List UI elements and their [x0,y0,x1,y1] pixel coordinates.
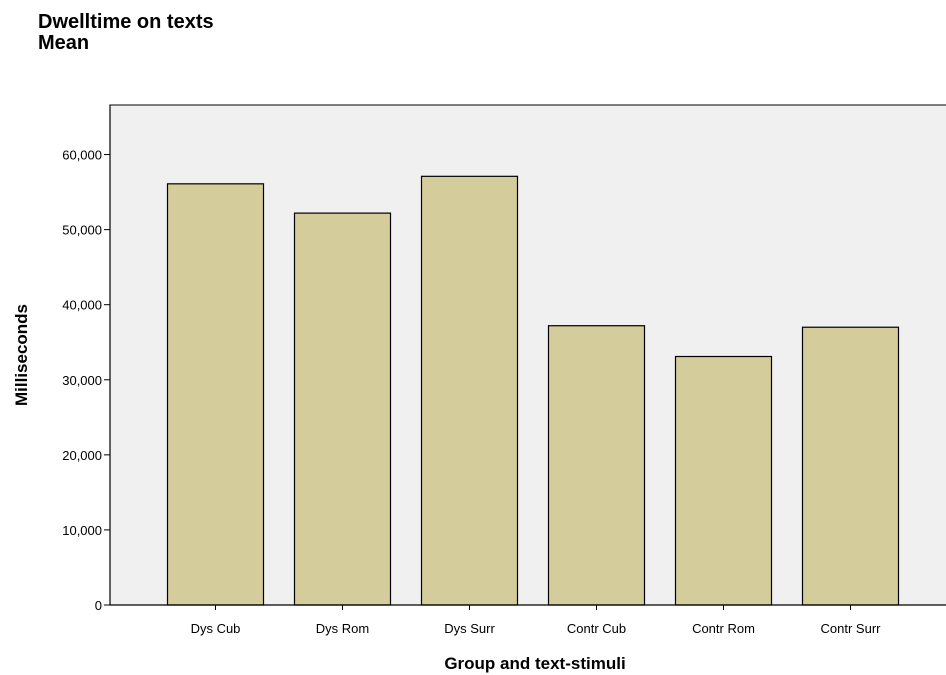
chart-title: Dwelltime on texts [38,11,214,33]
x-tick-label: Contr Rom [692,621,755,636]
y-tick-label: 10,000 [62,523,102,538]
y-tick-label: 20,000 [62,448,102,463]
y-tick-label: 40,000 [62,298,102,313]
x-axis-title: Group and text-stimuli [444,654,625,673]
x-tick-label: Contr Cub [567,621,626,636]
y-tick-label: 60,000 [62,148,102,163]
chart-title-block: Dwelltime on texts Mean [38,12,214,54]
y-tick-label: 50,000 [62,223,102,238]
bar-contr-rom [674,355,773,606]
x-tick-label: Dys Rom [316,621,369,636]
x-tick-label: Dys Surr [444,621,495,636]
y-tick-label: 0 [95,598,102,613]
bar-contr-cub [547,325,646,606]
chart-subtitle: Mean [38,32,90,54]
x-axis-ticks: Dys Cub Dys Rom Dys Surr Contr Cub Contr Rom… [191,605,882,636]
x-tick-label: Dys Cub [191,621,241,636]
x-tick-label: Contr Surr [821,621,882,636]
bar-contr-surr [801,326,900,606]
y-tick-label: 30,000 [62,373,102,388]
bar-dys-cub [166,183,265,606]
bar-dys-rom [293,212,392,606]
y-axis-ticks: 0 10,000 20,000 30,000 40,000 50,000 60,000 [62,148,110,613]
bar-dys-surr [420,175,519,606]
y-axis-title: Milliseconds [12,304,31,406]
bars-group [166,175,900,606]
